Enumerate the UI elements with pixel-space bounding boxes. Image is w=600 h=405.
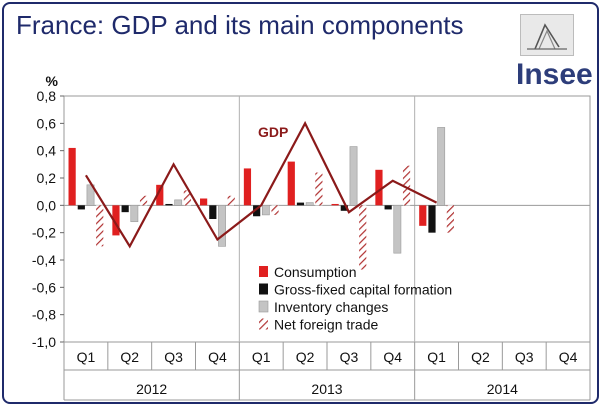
axes-group: 0,8 0,6 0,4 0,2 0,0 -0,2 -0,4 -0,6 -0,8 -1,0% Q1 Q2… — [32, 73, 591, 401]
bar-net-foreign-trade — [96, 205, 104, 247]
y-tick-label: 0,0 — [37, 197, 57, 213]
bar-consumption — [68, 147, 76, 206]
bar-gross-fixed-capital-formation — [428, 205, 436, 233]
bar-inventory-changes — [261, 205, 270, 216]
bar-inventory-changes — [437, 127, 446, 206]
legend-swatch — [258, 300, 269, 313]
x-tick-label: Q1 — [427, 349, 446, 365]
y-tick-label: 0,4 — [37, 143, 57, 159]
legend-label: Inventory changes — [274, 299, 388, 315]
bar-inventory-changes — [174, 199, 183, 206]
bar-net-foreign-trade — [315, 172, 323, 206]
logo-text: Insee — [516, 58, 593, 91]
bar-inventory-changes — [393, 205, 402, 254]
x-tick-label: Q1 — [77, 349, 96, 365]
x-tick-label: Q3 — [340, 349, 359, 365]
bar-consumption — [375, 169, 383, 206]
bar-net-foreign-trade — [446, 205, 454, 233]
plot-area — [63, 95, 591, 343]
bar-net-foreign-trade — [359, 205, 367, 270]
bar-net-foreign-trade — [139, 195, 148, 206]
legend-swatch — [259, 318, 268, 330]
x-tick-label: Q4 — [559, 349, 578, 365]
year-label: 2014 — [487, 381, 518, 397]
legend-label: Consumption — [274, 264, 357, 280]
bar-gross-fixed-capital-formation — [77, 205, 85, 210]
bar-inventory-changes — [305, 202, 314, 206]
insee-logo: Insee — [516, 14, 594, 94]
bar-gross-fixed-capital-formation — [209, 205, 217, 219]
chart-title: France: GDP and its main components — [16, 10, 464, 40]
y-tick-label: -1,0 — [32, 334, 56, 350]
bars-group — [68, 127, 454, 270]
y-tick-label: -0,4 — [32, 252, 56, 268]
bar-inventory-changes — [349, 146, 358, 206]
gdp-line-group: GDP — [84, 120, 438, 249]
y-axis-label: % — [46, 73, 59, 89]
y-tick-label: 0,8 — [37, 88, 57, 104]
x-tick-label: Q4 — [208, 349, 227, 365]
bar-inventory-changes — [86, 184, 95, 206]
y-tick-label: 0,6 — [37, 115, 57, 131]
y-tick-label: -0,8 — [32, 307, 56, 323]
x-tick-label: Q3 — [515, 349, 534, 365]
bar-gross-fixed-capital-formation — [384, 205, 392, 210]
bar-inventory-changes — [130, 205, 139, 223]
bar-consumption — [112, 205, 120, 236]
x-tick-label: Q4 — [383, 349, 402, 365]
legend-label: Gross-fixed capital formation — [274, 282, 452, 298]
x-tick-label: Q1 — [252, 349, 271, 365]
plot-border — [63, 95, 591, 343]
legend-label: Net foreign trade — [274, 317, 378, 333]
year-label: 2013 — [311, 381, 342, 397]
legend-swatch — [259, 266, 268, 277]
gdp-label: GDP — [258, 124, 288, 140]
chart-svg: GDP 0,8 0,6 0,4 0,2 0,0 -0,2 -0,4 -0,6 -0,8 -1,0%… — [32, 73, 591, 401]
bar-consumption — [287, 161, 295, 206]
x-tick-label: Q3 — [164, 349, 183, 365]
bar-gross-fixed-capital-formation — [253, 205, 261, 217]
bar-net-foreign-trade — [402, 165, 411, 206]
y-tick-label: -0,6 — [32, 279, 56, 295]
bar-gross-fixed-capital-formation — [165, 203, 173, 206]
bar-consumption — [200, 198, 208, 206]
logo-emblem-graphic — [527, 23, 567, 50]
logo-emblem — [520, 14, 574, 56]
y-tick-label: -0,2 — [32, 225, 56, 241]
bar-gross-fixed-capital-formation — [340, 205, 348, 211]
bar-consumption — [243, 168, 252, 206]
gdp-line — [84, 120, 438, 249]
legend: Consumption Gross-fixed capital formation… — [258, 264, 452, 333]
bar-gross-fixed-capital-formation — [296, 202, 305, 206]
x-tick-label: Q2 — [471, 349, 490, 365]
bar-net-foreign-trade — [227, 195, 235, 206]
bar-gross-fixed-capital-formation — [121, 205, 129, 213]
bar-net-foreign-trade — [183, 190, 191, 206]
y-tick-label: 0,2 — [37, 170, 57, 186]
bar-net-foreign-trade — [271, 205, 279, 215]
year-label: 2012 — [136, 381, 167, 397]
bar-consumption — [331, 203, 339, 206]
bar-inventory-changes — [218, 205, 226, 247]
bar-consumption — [419, 205, 427, 226]
x-tick-label: Q2 — [120, 349, 139, 365]
bar-consumption — [156, 184, 164, 206]
legend-swatch — [259, 283, 268, 295]
x-tick-label: Q2 — [296, 349, 315, 365]
